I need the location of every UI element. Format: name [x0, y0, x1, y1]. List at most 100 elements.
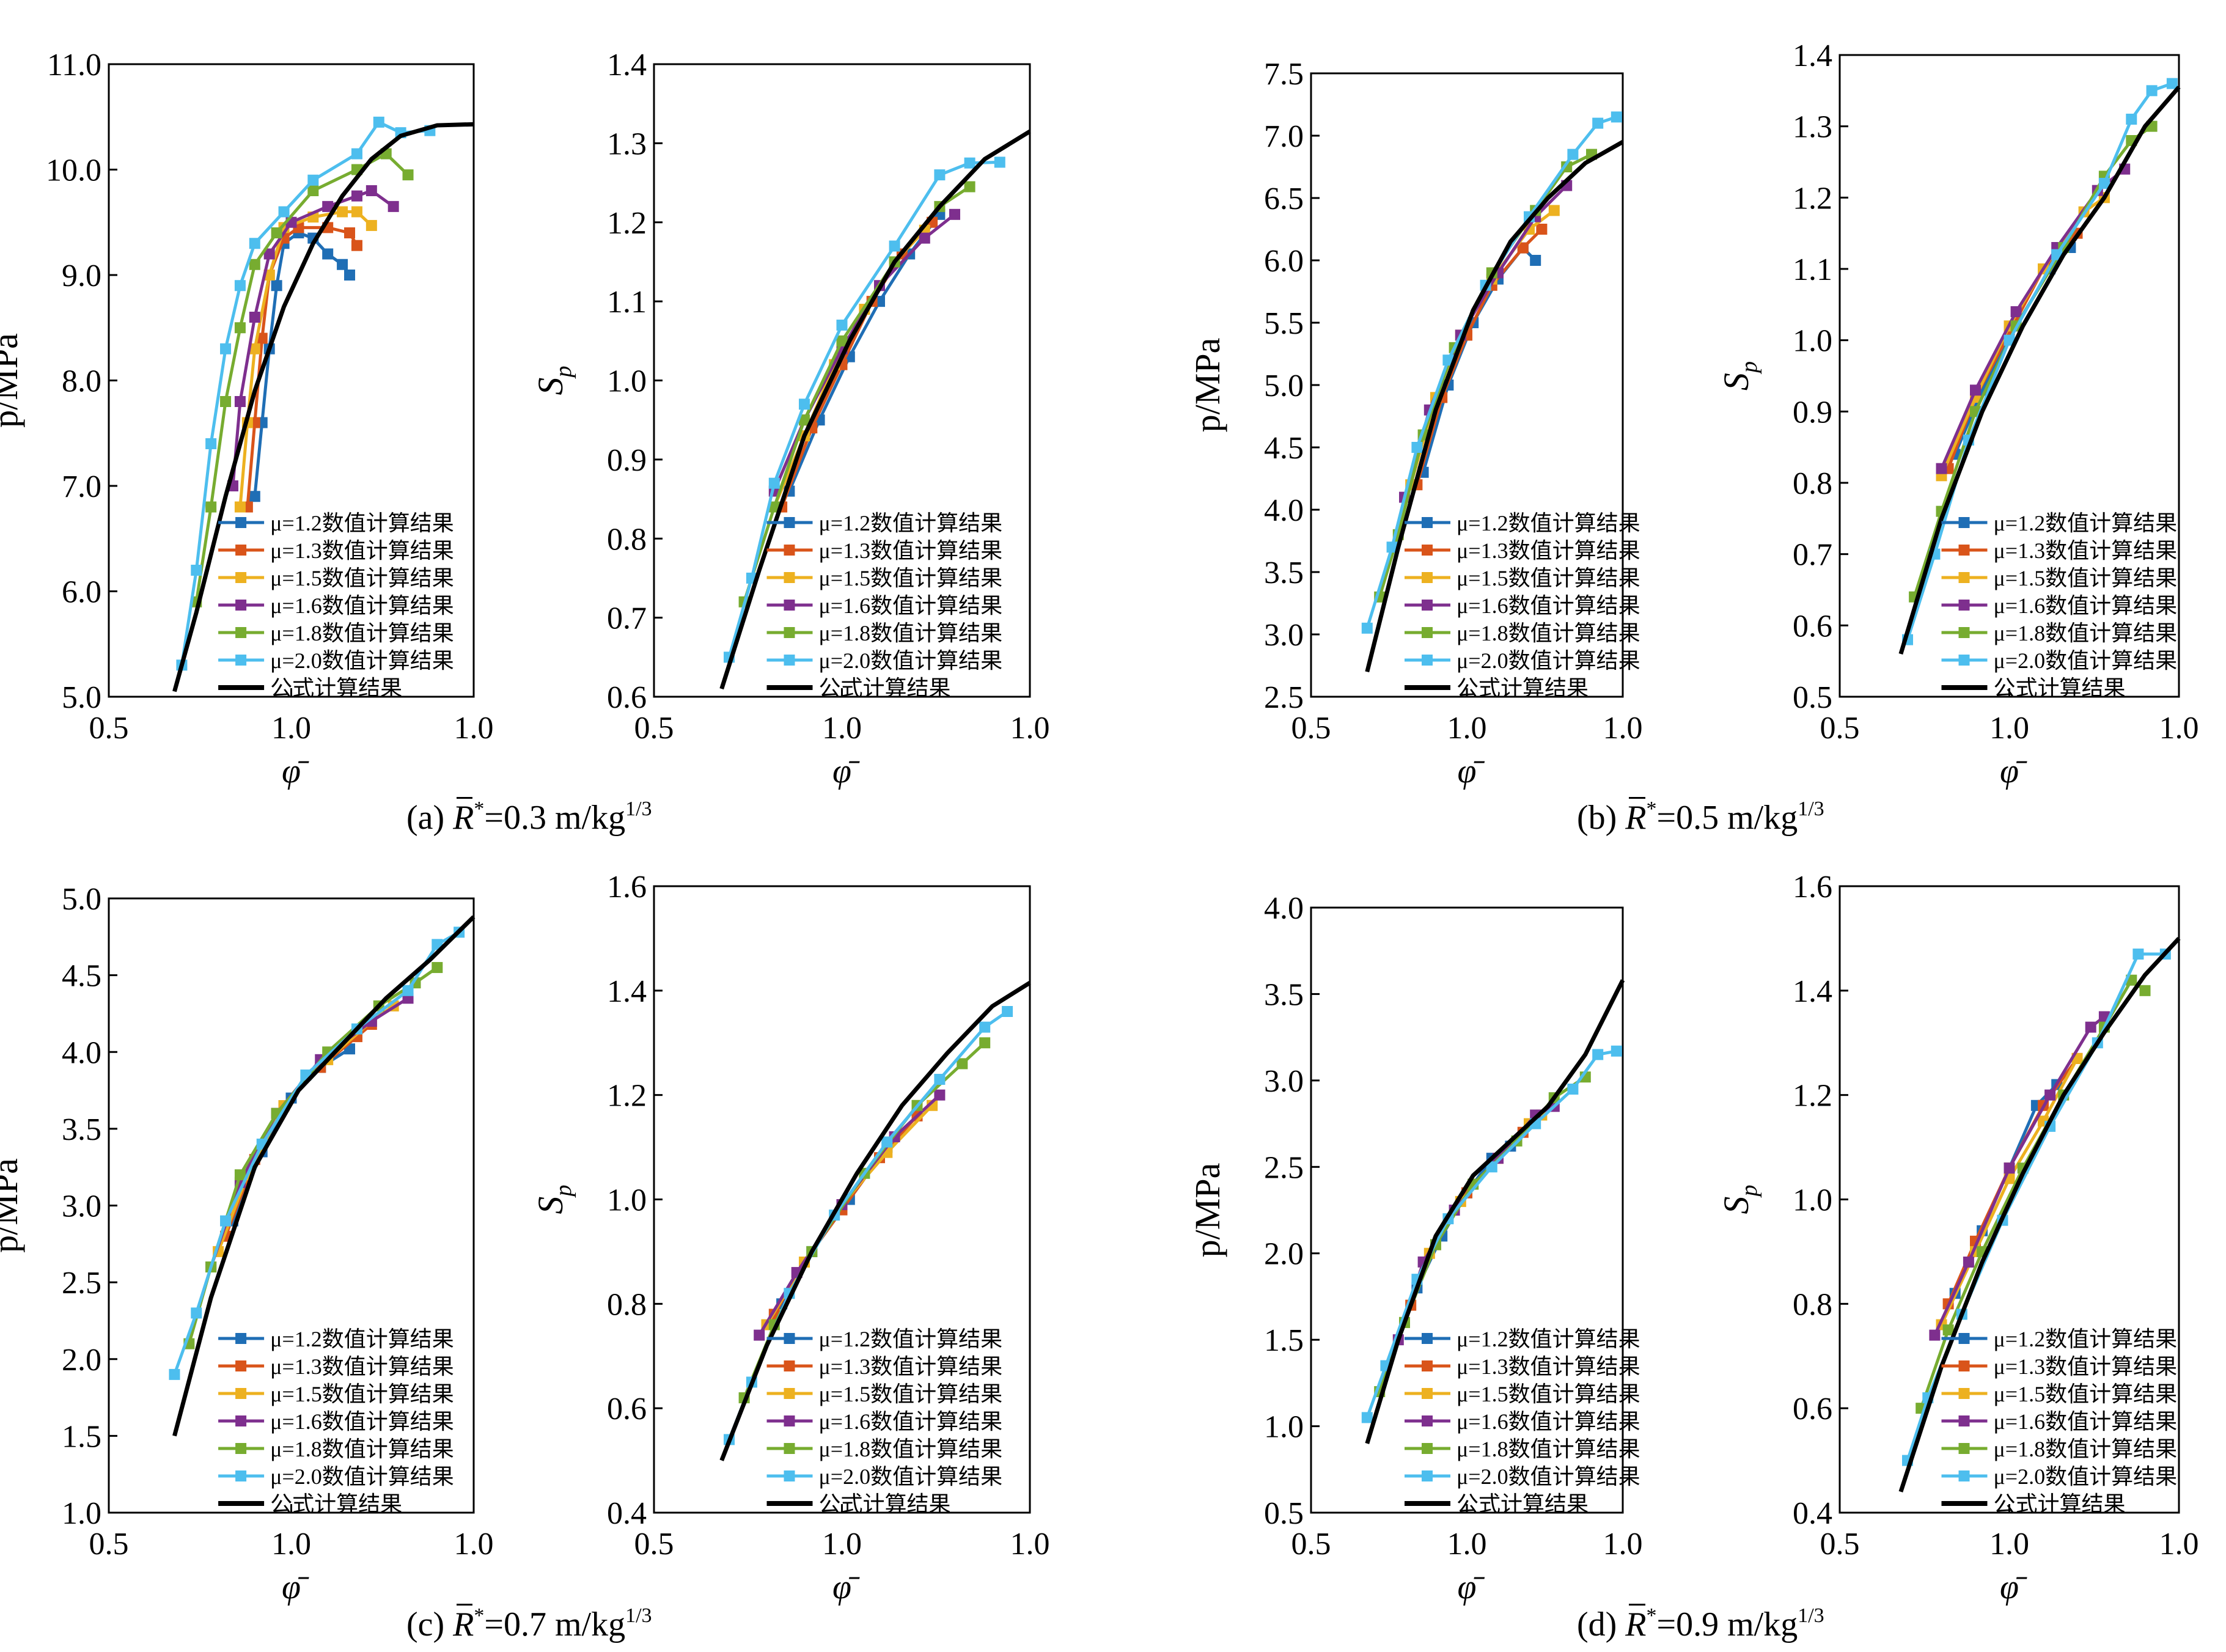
- caption-b: (b) R*=0.5 m/kg1/3: [1577, 797, 1824, 837]
- y-tick-label: 4.5: [1264, 431, 1304, 466]
- y-tick-label: 7.0: [62, 469, 101, 504]
- legend-marker: [235, 1443, 247, 1454]
- formula-curve: [1365, 140, 1624, 673]
- y-tick-label: 2.5: [1264, 1150, 1304, 1185]
- data-point: [307, 174, 319, 186]
- x-tick-label: 1.0: [271, 711, 311, 746]
- legend-marker: [235, 572, 247, 583]
- x-axis-label: φ̄: [282, 1568, 309, 1606]
- legend-marker: [235, 545, 247, 556]
- data-point: [1361, 622, 1373, 634]
- data-point: [1929, 1329, 1941, 1341]
- legend-label: μ=1.6数值计算结果: [270, 1409, 454, 1434]
- series-line-mu: [1906, 952, 2165, 1461]
- legend-marker: [235, 1388, 247, 1399]
- formula-curve: [719, 129, 1031, 690]
- y-tick-label: 1.2: [607, 1079, 647, 1114]
- legend-label: 公式计算结果: [1456, 676, 1589, 700]
- data-point: [934, 1074, 946, 1085]
- y-tick-label: 5.0: [1264, 369, 1304, 403]
- data-point: [1611, 111, 1622, 123]
- data-point: [220, 343, 232, 354]
- legend-label: 公式计算结果: [819, 1492, 951, 1516]
- data-point: [1936, 463, 1947, 474]
- y-axis-label: Sp: [531, 366, 576, 395]
- legend-marker: [784, 1443, 795, 1454]
- legend-label: μ=1.5数值计算结果: [1456, 1382, 1640, 1406]
- data-point: [344, 227, 356, 238]
- data-point: [2132, 949, 2144, 960]
- x-tick-label: 1.0: [2159, 711, 2199, 746]
- x-tick-label: 1.0: [2159, 1527, 2199, 1562]
- caption-d: (d) R*=0.9 m/kg1/3: [1577, 1604, 1824, 1643]
- y-tick-label: 6.0: [1264, 244, 1304, 279]
- legend-marker: [1958, 572, 1970, 583]
- data-point: [373, 116, 384, 128]
- data-point: [1567, 149, 1579, 160]
- data-point: [768, 501, 780, 513]
- y-tick-label: 1.4: [1793, 39, 1832, 73]
- y-tick-label: 1.0: [607, 364, 647, 399]
- x-tick-label: 1.0: [822, 1527, 862, 1562]
- y-tick-label: 0.6: [607, 680, 647, 715]
- legend-marker: [235, 627, 247, 638]
- legend-label: μ=1.5数值计算结果: [819, 566, 1003, 590]
- legend-label: 公式计算结果: [1456, 1492, 1589, 1516]
- y-tick-label: 1.3: [607, 127, 647, 161]
- caption-c: (c) R*=0.7 m/kg1/3: [406, 1604, 652, 1643]
- data-point: [220, 396, 232, 407]
- legend-label: μ=1.3数值计算结果: [819, 538, 1003, 563]
- data-point: [249, 259, 260, 270]
- data-point: [919, 232, 930, 244]
- legend-label: μ=1.2数值计算结果: [270, 511, 454, 535]
- legend-label: μ=1.6数值计算结果: [1456, 1409, 1640, 1434]
- data-point: [1611, 1045, 1622, 1057]
- y-axis-label: Sp: [531, 1185, 576, 1214]
- data-point: [2051, 249, 2063, 260]
- chart-panel-d2: 0.4 0.6 0.8 1.0 1.2 1.4 1.6 0.5 1.0 1.0 φ̄ Sp μ=1.2数…: [1716, 870, 2199, 1606]
- legend-label: 公式计算结果: [270, 676, 402, 700]
- data-point: [964, 181, 975, 193]
- legend-label: μ=1.8数值计算结果: [270, 621, 454, 645]
- x-tick-label: 1.0: [454, 711, 494, 746]
- y-tick-label: 4.0: [62, 1035, 101, 1070]
- x-tick-label: 0.5: [89, 1527, 129, 1562]
- data-point: [889, 240, 900, 252]
- caption-a: (a) R*=0.3 m/kg1/3: [406, 797, 652, 837]
- x-axis-label: φ̄: [282, 752, 309, 790]
- legend-label: μ=1.6数值计算结果: [1994, 1409, 2178, 1434]
- data-point: [234, 1169, 246, 1181]
- data-point: [1963, 1257, 1974, 1268]
- y-tick-label: 0.6: [1793, 609, 1832, 644]
- legend-marker: [1422, 1333, 1433, 1344]
- legend-label: μ=1.6数值计算结果: [819, 593, 1003, 618]
- y-axis-label: p/MPa: [1188, 338, 1227, 433]
- legend-label: μ=1.2数值计算结果: [270, 1327, 454, 1351]
- legend-marker: [1958, 545, 1970, 556]
- series-line-mu: [788, 213, 941, 492]
- legend-marker: [1422, 627, 1433, 638]
- data-point: [322, 248, 334, 260]
- x-tick-label: 1.0: [271, 1527, 311, 1562]
- x-tick-label: 0.5: [634, 711, 674, 746]
- data-point: [344, 270, 356, 281]
- y-tick-label: 5.0: [62, 882, 101, 917]
- legend-label: μ=1.8数值计算结果: [1994, 1437, 2178, 1461]
- y-tick-label: 2.0: [62, 1343, 101, 1378]
- x-tick-label: 1.0: [1603, 711, 1643, 746]
- y-tick-label: 1.1: [607, 285, 647, 320]
- series-line-mu: [253, 231, 351, 497]
- legend-label: μ=1.2数值计算结果: [1994, 511, 2178, 535]
- data-point: [836, 319, 848, 331]
- y-tick-label: 3.5: [62, 1112, 101, 1147]
- data-point: [934, 169, 946, 181]
- data-point: [351, 148, 362, 160]
- legend-label: μ=1.5数值计算结果: [819, 1382, 1003, 1406]
- data-point: [263, 248, 275, 260]
- data-point: [388, 200, 399, 212]
- series-line-mu: [1409, 1131, 1524, 1306]
- x-axis-label: φ̄: [2000, 1568, 2027, 1606]
- legend-marker: [1422, 517, 1433, 528]
- legend-label: μ=1.2数值计算结果: [819, 1327, 1003, 1351]
- y-tick-label: 2.5: [62, 1266, 101, 1301]
